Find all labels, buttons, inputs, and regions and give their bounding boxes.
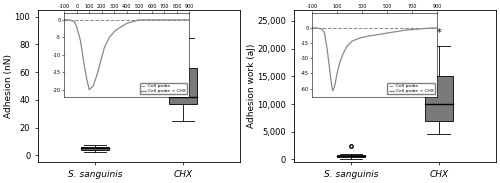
Text: *: * (436, 27, 441, 38)
FancyBboxPatch shape (81, 147, 109, 150)
Text: *: * (180, 22, 185, 32)
Y-axis label: Adhesion (nN): Adhesion (nN) (4, 54, 13, 118)
FancyBboxPatch shape (424, 76, 453, 121)
FancyBboxPatch shape (169, 68, 197, 104)
FancyBboxPatch shape (337, 155, 365, 158)
Y-axis label: Adhesion work (aJ): Adhesion work (aJ) (247, 44, 256, 128)
